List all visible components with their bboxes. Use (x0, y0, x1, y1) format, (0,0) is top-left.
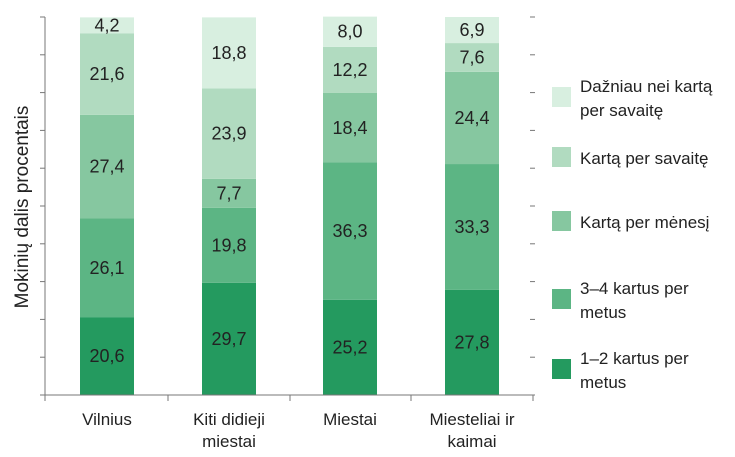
bar-segment (323, 299, 377, 395)
bar-segment (323, 16, 377, 47)
data-label: 33,3 (454, 217, 489, 237)
bar-segment (323, 46, 377, 93)
bar-segment (202, 178, 256, 208)
data-label: 24,4 (454, 108, 489, 128)
bar-segment (80, 317, 134, 395)
x-tick-label: miestai (202, 432, 256, 451)
data-label: 7,7 (216, 183, 241, 203)
legend-swatch (552, 211, 571, 231)
x-tick-label: kaimai (447, 432, 496, 451)
legend-label: per savaitę (580, 101, 663, 120)
bar-segment (202, 207, 256, 283)
legend-label: Kartą per mėnesį (580, 213, 710, 232)
bar-segment (80, 218, 134, 318)
data-label: 26,1 (89, 258, 124, 278)
data-label: 36,3 (332, 221, 367, 241)
bar-segment (202, 17, 256, 89)
data-label: 21,6 (89, 64, 124, 84)
x-tick-label: Kiti didieji (193, 410, 265, 429)
axes-layer: Vilnius Kiti didieji miestai Miestai Miestel… (40, 16, 535, 451)
data-label: 4,2 (94, 15, 119, 35)
data-label: 20,6 (89, 346, 124, 366)
bar-segment (445, 43, 499, 72)
legend-label: 1–2 kartus per (580, 349, 689, 368)
data-label: 18,4 (332, 118, 367, 138)
bar-segment (445, 71, 499, 165)
data-label: 27,8 (454, 332, 489, 352)
legend-label: metus (580, 303, 626, 322)
bars-layer: 20,6 26,1 27,4 21,6 4,2 29,7 19,8 7,7 23,9 18,8 25… (80, 15, 499, 395)
legend-label: Kartą per savaitę (580, 149, 709, 168)
legend-label: metus (580, 373, 626, 392)
data-label: 23,9 (211, 124, 246, 144)
legend-swatch (552, 289, 571, 309)
data-label: 12,2 (332, 60, 367, 80)
x-tick-label: Miesteliai ir (429, 410, 514, 429)
bar-segment (80, 33, 134, 115)
data-label: 25,2 (332, 337, 367, 357)
data-label: 27,4 (89, 157, 124, 177)
x-tick-label: Miestai (323, 410, 377, 429)
bar-segment (323, 162, 377, 300)
y-axis-label: Mokinių dalis procentais (12, 106, 33, 309)
data-label: 18,8 (211, 43, 246, 63)
bar-segment (202, 282, 256, 395)
data-label: 8,0 (337, 22, 362, 42)
legend-swatch (552, 147, 571, 167)
data-label: 7,6 (459, 47, 484, 67)
x-tick-label: Vilnius (82, 410, 132, 429)
bar-segment (445, 164, 499, 290)
bar-segment (445, 289, 499, 395)
legend-label: 3–4 kartus per (580, 279, 689, 298)
bar-segment (323, 92, 377, 163)
legend-swatch (552, 87, 571, 107)
legend: Dažniau nei kartą per savaitę Kartą per sa… (552, 77, 713, 392)
data-label: 19,8 (211, 235, 246, 255)
y-axis-label-group: Mokinių dalis procentais (12, 106, 33, 309)
bar-segment (80, 114, 134, 219)
data-label: 6,9 (459, 20, 484, 40)
legend-label: Dažniau nei kartą (580, 77, 713, 96)
bar-segment (202, 88, 256, 179)
legend-swatch (552, 359, 571, 379)
bar-segment (80, 17, 134, 34)
data-label: 29,7 (211, 329, 246, 349)
bar-segment (445, 17, 499, 44)
